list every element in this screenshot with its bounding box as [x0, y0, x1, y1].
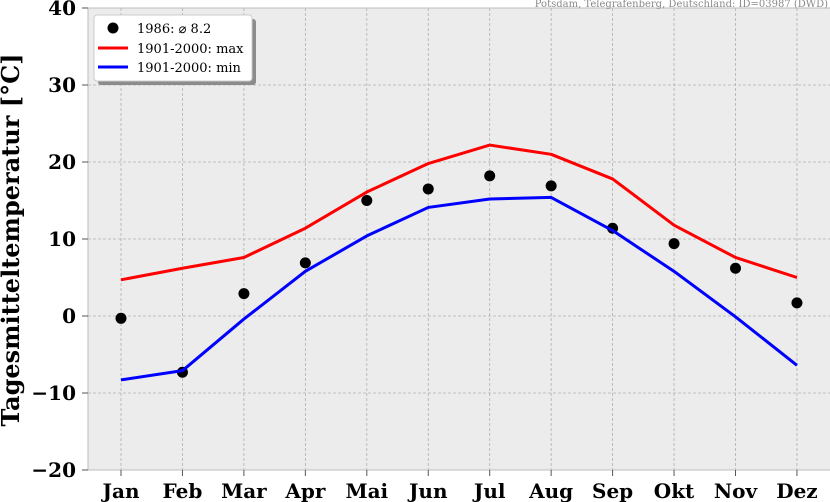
x-tick-label: Jun: [407, 479, 448, 502]
legend: 1986: ⌀ 8.2 1901-2000: max 1901-2000: min: [93, 14, 256, 85]
legend-label: 1986: ⌀ 8.2: [137, 22, 211, 37]
y-tick-label: 0: [62, 304, 76, 328]
series-1901-2000-min: [120, 195, 798, 382]
point-jul: [484, 170, 496, 182]
line-1901-2000-min: [120, 195, 798, 382]
legend-box: [93, 14, 253, 82]
x-tick-label: Sep: [592, 479, 633, 502]
x-tick-label: Jul: [472, 479, 506, 502]
point-nov: [730, 262, 741, 274]
y-axis-label: Tagesmitteltemperatur [°C]: [0, 53, 25, 426]
series-1986-8-2: [115, 170, 803, 378]
point-mar: [238, 288, 250, 300]
x-tick-label: Apr: [284, 479, 326, 502]
y-tick-label: 40: [48, 0, 76, 20]
y-tick-label: 10: [48, 227, 76, 251]
y-tick-label: −10: [31, 381, 76, 405]
x-tick-label: Jan: [101, 479, 140, 502]
x-tick-label: Mai: [345, 479, 388, 502]
point-dez: [791, 297, 803, 309]
x-tick-label: Aug: [528, 479, 573, 502]
legend-label: 1901-2000: max: [137, 42, 244, 57]
y-tick-label: 20: [48, 150, 76, 174]
point-apr: [299, 257, 311, 269]
line-1901-2000-max: [120, 143, 798, 282]
x-tick-label: Okt: [654, 479, 695, 502]
legend-marker-1986-8-2: [107, 22, 119, 34]
source-note: Potsdam, Telegrafenberg, Deutschland: ID…: [535, 0, 828, 10]
point-okt: [668, 238, 680, 250]
point-jun: [422, 183, 434, 195]
x-tick-label: Dez: [776, 479, 817, 502]
y-tick-label: −20: [31, 458, 76, 482]
y-axis-ticks: −20 −10 0 10 20 30 40: [31, 0, 88, 482]
y-tick-label: 30: [48, 73, 76, 97]
x-tick-label: Feb: [163, 479, 203, 502]
legend-label: 1901-2000: min: [137, 61, 242, 76]
point-jan: [115, 312, 127, 324]
series-layer: [115, 143, 803, 382]
x-tick-label: Nov: [714, 479, 759, 502]
x-tick-label: Mar: [221, 479, 267, 502]
x-axis-ticks: Jan Feb Mar Apr Mai Jun Jul Aug Sep Okt Nov Dez: [101, 470, 818, 502]
series-1901-2000-max: [120, 143, 798, 282]
point-aug: [545, 180, 557, 192]
point-mai: [361, 195, 373, 206]
